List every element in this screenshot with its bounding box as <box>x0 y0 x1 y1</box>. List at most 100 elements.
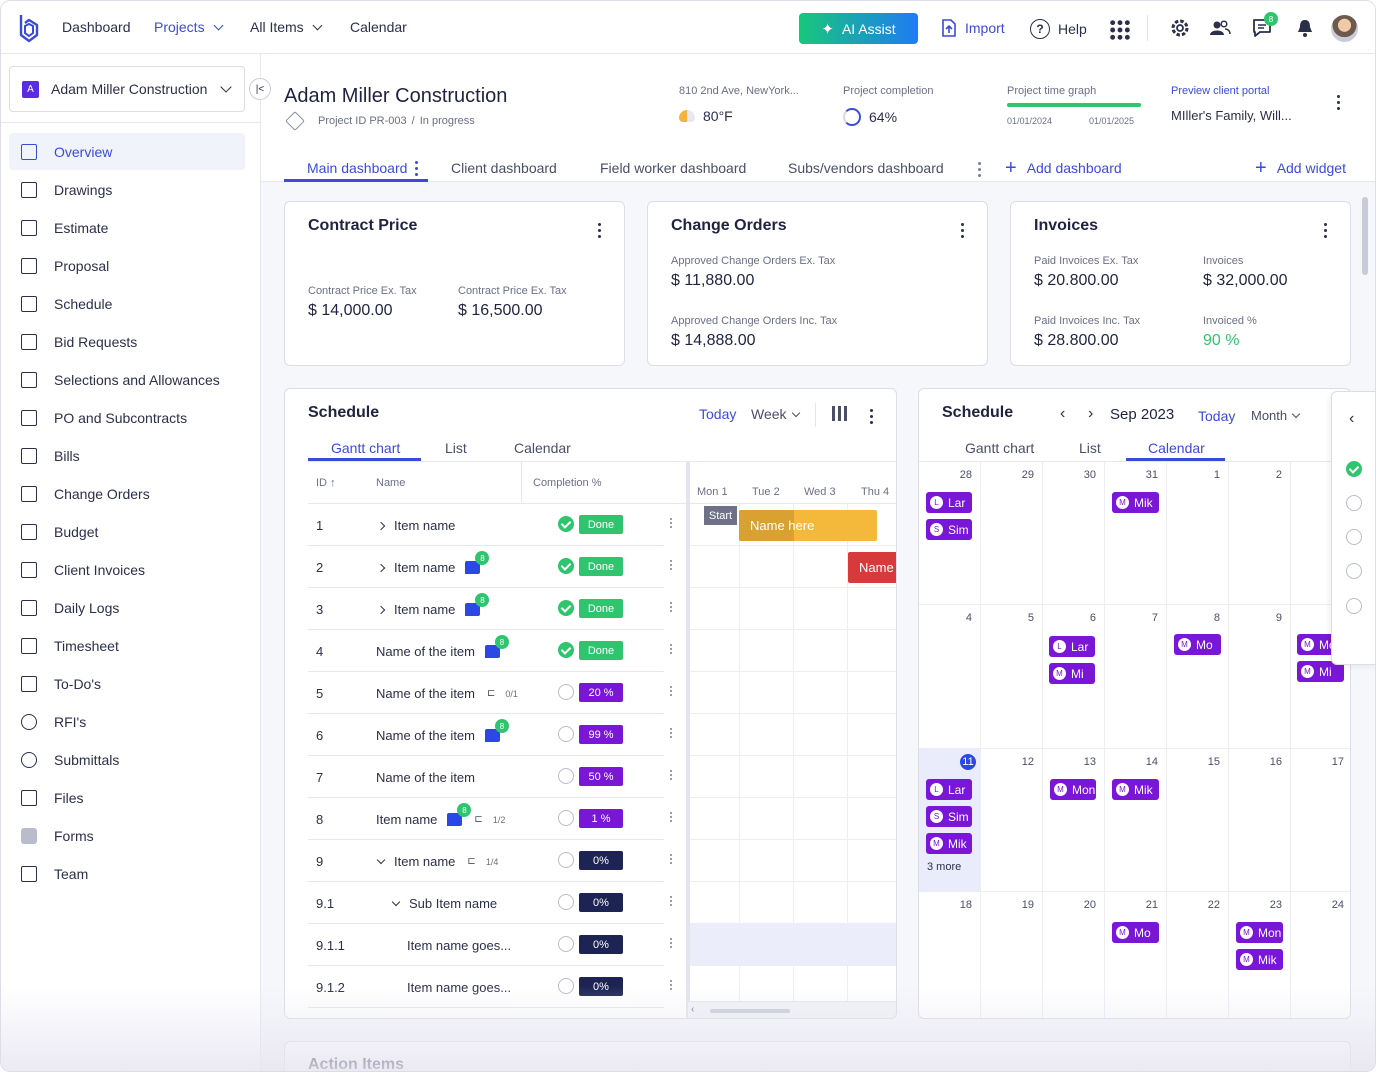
col-name-header[interactable]: Name <box>376 477 406 489</box>
sidebar-item-submittals[interactable]: Submittals <box>9 741 245 778</box>
calendar-event[interactable]: S Sim <box>926 519 972 540</box>
sidebar-item-po-and-subcontracts[interactable]: PO and Subcontracts <box>9 399 245 436</box>
gantt-tab-calendar[interactable]: Calendar <box>514 440 571 456</box>
incomplete-circle-icon[interactable] <box>558 978 574 994</box>
row-more-icon[interactable] <box>670 602 672 612</box>
calendar-day-cell[interactable]: 15 <box>1167 749 1229 892</box>
add-dashboard-button[interactable]: + Add dashboard <box>1005 158 1122 178</box>
checklist-radio[interactable] <box>1346 598 1362 614</box>
row-more-icon[interactable] <box>670 980 672 990</box>
calendar-range-select[interactable]: Month <box>1251 408 1301 423</box>
calendar-day-cell[interactable]: 19 <box>981 892 1043 1018</box>
messages-button[interactable]: 8 <box>1252 12 1278 42</box>
row-more-icon[interactable] <box>670 686 672 696</box>
gantt-splitter[interactable] <box>686 462 690 1018</box>
sidebar-item-change-orders[interactable]: Change Orders <box>9 475 245 512</box>
completed-check-icon[interactable] <box>558 642 574 658</box>
gantt-tab-list[interactable]: List <box>445 440 467 456</box>
scrollbar-thumb[interactable] <box>710 1009 790 1013</box>
calendar-event[interactable]: M Mi <box>1297 661 1344 682</box>
calendar-day-cell[interactable] <box>1291 462 1350 605</box>
nav-all-items[interactable]: All Items <box>250 19 323 35</box>
table-row[interactable]: 3 Item name 8 Done <box>308 588 672 630</box>
chevron-left-icon[interactable]: ‹ <box>1349 410 1355 427</box>
apps-grid-icon[interactable] <box>1109 19 1131 41</box>
tab-subs-vendors-dashboard[interactable]: Subs/vendors dashboard <box>788 160 944 176</box>
calendar-day-cell[interactable]: 6 <box>1043 605 1105 749</box>
nav-calendar[interactable]: Calendar <box>350 19 407 35</box>
card-more-icon[interactable] <box>1324 223 1327 238</box>
gantt-bar[interactable]: Name <box>848 552 896 583</box>
user-avatar[interactable] <box>1331 15 1358 42</box>
timeline-horizontal-scrollbar[interactable]: ‹ <box>688 1001 896 1018</box>
calendar-day-cell[interactable] <box>1291 605 1350 749</box>
col-id-header[interactable]: ID ↑ <box>316 477 336 489</box>
calendar-day-cell[interactable]: 29 <box>981 462 1043 605</box>
calendar-day-cell[interactable]: 21 <box>1105 892 1167 1018</box>
calendar-day-cell[interactable]: 22 <box>1167 892 1229 1018</box>
row-more-icon[interactable] <box>670 560 672 570</box>
row-more-icon[interactable] <box>670 854 672 864</box>
table-row[interactable]: 1 Item name Done <box>308 504 672 546</box>
chevron-down-icon[interactable] <box>391 897 401 906</box>
help-button[interactable]: ? Help <box>1030 19 1087 39</box>
calendar-event[interactable]: M Mik <box>1112 779 1159 800</box>
calendar-event[interactable]: S Sim <box>926 806 972 827</box>
checklist-radio[interactable] <box>1346 495 1362 511</box>
page-scrollbar[interactable] <box>1362 197 1368 275</box>
users-icon[interactable] <box>1209 17 1231 39</box>
comment-icon[interactable]: 8 <box>485 635 509 658</box>
sidebar-item-schedule[interactable]: Schedule <box>9 285 245 322</box>
next-month-icon[interactable]: › <box>1088 405 1094 422</box>
calendar-day-cell[interactable]: 8 <box>1167 605 1229 749</box>
incomplete-circle-icon[interactable] <box>558 684 574 700</box>
calendar-day-cell[interactable]: 16 <box>1229 749 1291 892</box>
gantt-tab-gantt-chart[interactable]: Gantt chart <box>331 440 401 456</box>
row-more-icon[interactable] <box>670 644 672 654</box>
calendar-day-cell[interactable]: 7 <box>1105 605 1167 749</box>
completed-check-icon[interactable] <box>558 558 574 574</box>
calendar-day-cell[interactable]: 9 <box>1229 605 1291 749</box>
calendar-event[interactable]: M Mon <box>1236 922 1283 943</box>
calendar-event[interactable]: M Mon <box>1050 779 1096 800</box>
row-more-icon[interactable] <box>670 938 672 948</box>
row-more-icon[interactable] <box>670 728 672 738</box>
calendar-tab-calendar[interactable]: Calendar <box>1148 440 1205 456</box>
checklist-radio[interactable] <box>1346 563 1362 579</box>
calendar-day-cell[interactable]: 20 <box>1043 892 1105 1018</box>
prev-month-icon[interactable]: ‹ <box>1060 405 1066 422</box>
table-row[interactable]: 2 Item name 8 Done <box>308 546 672 588</box>
calendar-event[interactable]: M Mik <box>1236 949 1283 970</box>
checklist-done-icon[interactable] <box>1346 461 1362 477</box>
calendar-event[interactable]: M Mo <box>1174 634 1221 655</box>
calendar-day-cell[interactable]: 23 <box>1229 892 1291 1018</box>
calendar-day-cell[interactable]: 11 <box>919 749 981 892</box>
sidebar-item-overview[interactable]: Overview <box>9 133 245 170</box>
calendar-event[interactable]: L Lar <box>926 492 972 513</box>
sidebar-item-selections-and-allowances[interactable]: Selections and Allowances <box>9 361 245 398</box>
nav-projects[interactable]: Projects <box>154 19 224 35</box>
calendar-event[interactable]: M Mik <box>926 833 972 854</box>
comment-icon[interactable]: 8 <box>485 719 509 742</box>
calendar-day-cell[interactable]: 14 <box>1105 749 1167 892</box>
more-events-link[interactable]: 3 more <box>927 861 962 873</box>
completed-check-icon[interactable] <box>558 600 574 616</box>
sidebar-item-client-invoices[interactable]: Client Invoices <box>9 551 245 588</box>
calendar-day-cell[interactable]: 2 <box>1229 462 1291 605</box>
app-logo-icon[interactable] <box>17 13 41 43</box>
checklist-radio[interactable] <box>1346 529 1362 545</box>
tab-client-dashboard[interactable]: Client dashboard <box>451 160 557 176</box>
gantt-range-select[interactable]: Week <box>751 406 800 422</box>
calendar-day-cell[interactable]: 18 <box>919 892 981 1018</box>
sidebar-item-team[interactable]: Team <box>9 855 245 892</box>
comment-icon[interactable]: 8 <box>465 551 490 574</box>
sidebar-item-daily-logs[interactable]: Daily Logs <box>9 589 245 626</box>
calendar-day-cell[interactable]: 17 <box>1291 749 1350 892</box>
table-row[interactable]: 8 Item name 8 ⊏ 1/2 1 % <box>308 798 672 840</box>
bell-icon[interactable] <box>1294 17 1316 39</box>
row-more-icon[interactable] <box>670 518 672 528</box>
chevron-right-icon[interactable] <box>376 563 386 572</box>
incomplete-circle-icon[interactable] <box>558 894 574 910</box>
preview-client-portal-link[interactable]: Preview client portal <box>1171 85 1270 97</box>
col-completion-header[interactable]: Completion % <box>533 477 602 489</box>
